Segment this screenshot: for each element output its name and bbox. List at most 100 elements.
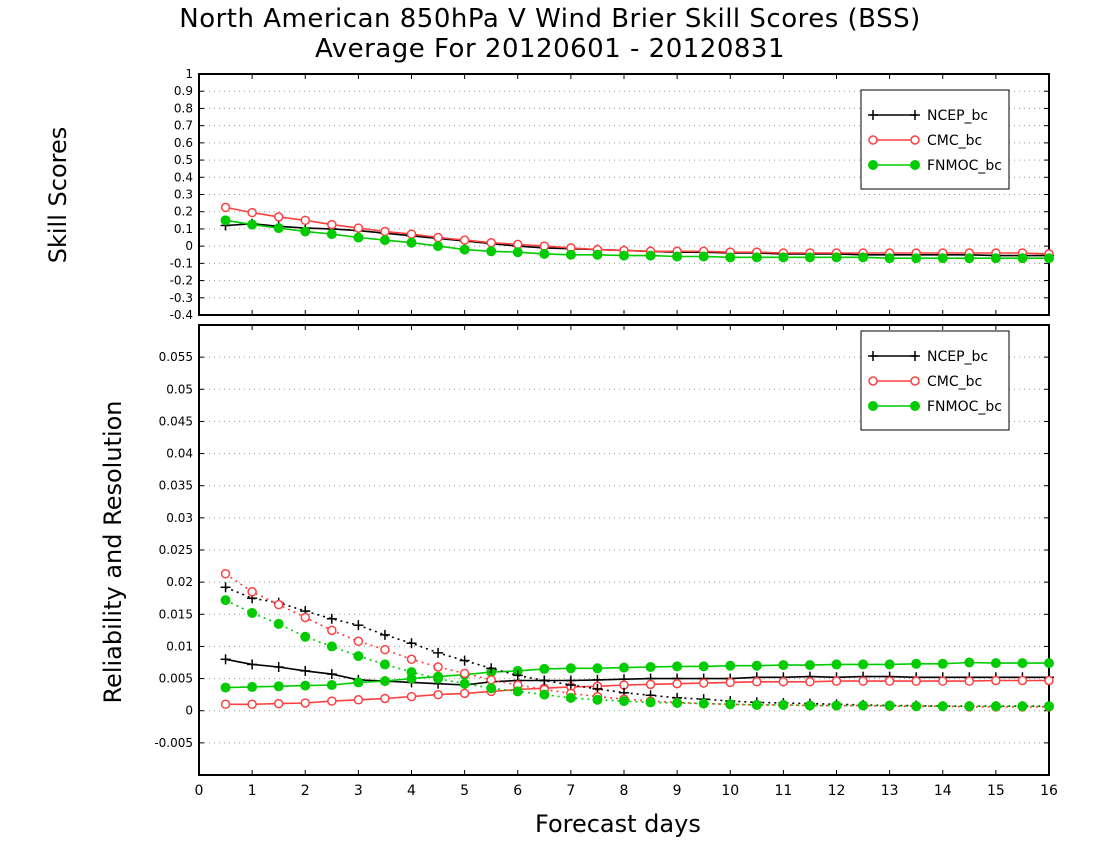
legend-marker [910,401,920,411]
data-point [804,700,815,711]
data-point [380,693,390,704]
x-tick-label: 11 [774,783,792,799]
x-tick-label: 8 [620,783,629,799]
data-point [990,701,1001,712]
data-point [645,662,656,672]
chart-title-line2: Average For 20120601 - 20120831 [314,34,785,64]
data-point [565,249,576,260]
data-point [858,659,869,670]
data-point [858,676,868,686]
y-tick-label: 0.3 [174,188,193,202]
y-tick-label: 0.035 [159,479,193,493]
data-point [512,247,523,258]
data-point [247,219,258,230]
data-point [300,612,310,623]
data-point [273,223,284,234]
legend-label: CMC_bc [927,133,982,149]
data-point [406,691,417,702]
data-point [300,680,311,691]
data-point [300,226,311,237]
data-point [884,700,895,711]
data-point [831,700,842,711]
y-tick-label: 0.1 [174,222,193,236]
data-point [725,252,736,263]
legend-marker [910,135,920,145]
data-point [1044,675,1054,686]
y-tick-label: -0.1 [170,256,193,270]
data-point [698,251,709,262]
series-line-FNMOC_bc [225,661,1049,689]
x-axis-label: Forecast days [535,810,701,838]
y-tick-label: -0.3 [170,291,193,305]
data-point [459,244,470,255]
data-point [672,698,683,708]
data-point [831,676,842,686]
x-tick-label: 4 [407,783,416,799]
data-point [273,681,284,692]
data-point [539,248,550,259]
data-point [778,660,789,671]
data-point [698,661,709,672]
data-point [672,678,682,689]
data-point [247,699,257,710]
data-point [327,219,337,230]
x-tick-label: 14 [934,783,952,799]
data-point [486,675,496,685]
x-tick-label: 6 [513,783,522,799]
data-point [220,202,231,213]
data-point [486,237,496,248]
data-point [459,688,470,699]
data-point [778,677,789,687]
data-point [379,659,390,670]
data-point [327,696,337,706]
data-point [1044,658,1054,669]
y-tick-label: 0.03 [166,511,193,525]
y-tick-label: 0.5 [174,153,193,167]
legend-marker [910,160,920,170]
data-point [459,668,470,679]
data-point [911,676,921,686]
y-tick-label: 0.8 [174,101,193,115]
data-point [459,678,470,689]
y-tick-label: 0 [185,704,193,718]
x-tick-label: 9 [673,783,682,799]
x-tick-label: 10 [721,783,739,799]
data-point [937,701,948,712]
data-point [884,659,895,670]
y-tick-label: 0.055 [159,350,193,364]
data-point [220,569,231,579]
data-point [990,658,1001,669]
data-point [804,660,815,671]
data-point [379,676,390,687]
legend-label: FNMOC_bc [927,158,1002,174]
data-point [964,253,975,264]
data-point [698,698,709,709]
data-point [512,686,523,697]
data-point [539,663,550,674]
data-point [1044,253,1054,264]
y-tick-label: -0.005 [154,736,193,750]
series-line-series-4 [225,573,1049,708]
data-point [220,595,231,606]
data-point [751,252,762,263]
y-tick-label: 0.05 [166,382,193,396]
data-point [725,660,736,671]
data-point [1017,701,1028,712]
data-point [247,207,257,218]
data-point [380,644,390,655]
data-point [938,676,948,686]
legend-marker [868,135,878,145]
data-point [991,675,1001,686]
y-tick-label: 0.02 [166,575,193,589]
data-point [672,661,683,672]
data-point [353,232,364,243]
data-point [752,677,762,687]
series-line-series-5 [225,599,1049,707]
y-tick-label: 0.005 [159,672,193,686]
x-tick-label: 1 [248,783,257,799]
data-point [592,663,603,674]
data-point [911,701,922,712]
data-point [831,659,842,670]
data-point [353,223,364,233]
